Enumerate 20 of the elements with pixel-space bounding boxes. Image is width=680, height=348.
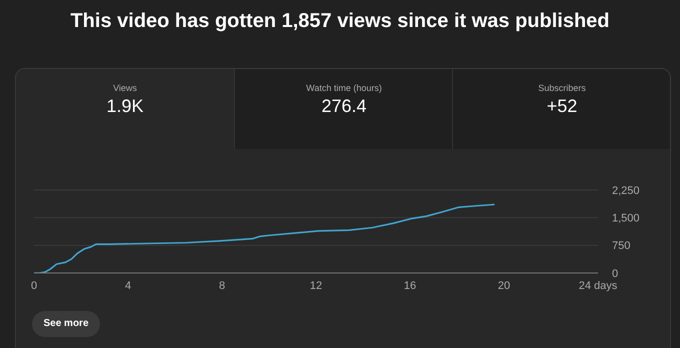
x-tick-label: 4 — [124, 280, 132, 292]
text: Views — [112, 83, 138, 93]
y-tick-label: 750 — [612, 240, 630, 252]
text: 276.4 — [320, 96, 368, 117]
text: Subscribers — [537, 83, 587, 93]
x-tick-label: 12 — [310, 280, 322, 292]
text: 1.9K — [105, 96, 145, 117]
x-tick-label: 8 — [218, 280, 226, 292]
chart-title: This video has gotten 1,857 views since it was published — [69, 10, 611, 33]
x-tick-label: 16 — [404, 280, 416, 292]
y-tick-label: 0 — [612, 268, 618, 280]
text: Watch time (hours) — [305, 83, 383, 93]
y-tick-label: 2,250 — [612, 184, 640, 197]
see-more-button: See more — [32, 311, 100, 337]
x-tick-label: 24 days — [578, 280, 618, 292]
x-tick-label: 20 — [498, 280, 510, 292]
y-tick-label: 1,500 — [612, 212, 640, 225]
x-tick-label: 0 — [30, 280, 38, 292]
line-series — [34, 204, 496, 273]
text: +52 — [546, 96, 578, 117]
